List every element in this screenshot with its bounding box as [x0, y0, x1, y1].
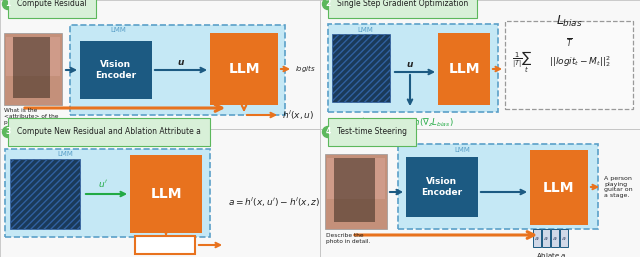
Text: Describe the
photo in detail.: Describe the photo in detail. [326, 233, 371, 244]
Circle shape [3, 126, 13, 137]
Text: Single Step Gradient Optimization: Single Step Gradient Optimization [337, 0, 468, 8]
Bar [320, 129, 640, 257]
Text: $L_{bias}$: $L_{bias}$ [556, 14, 582, 29]
Text: $u' = u + \epsilon \cdot sign(\nabla_z L_{bias})$: $u' = u + \epsilon \cdot sign(\nabla_z L… [356, 116, 454, 129]
Text: LLM: LLM [448, 62, 480, 76]
Text: $a = h^l(x, u') - h^l(x, z)$: $a = h^l(x, u') - h^l(x, z)$ [228, 195, 321, 209]
Text: Ablate $a$: Ablate $a$ [536, 251, 566, 257]
Circle shape [323, 126, 333, 137]
Bar [328, 24, 498, 112]
Text: LMM: LMM [357, 27, 373, 33]
Bar [334, 158, 374, 222]
Text: $h^l(x, u)$: $h^l(x, u)$ [282, 108, 314, 122]
Bar [130, 155, 202, 233]
Circle shape [323, 0, 333, 10]
Text: $\frac{1}{|T|}\sum_{t}$: $\frac{1}{|T|}\sum_{t}$ [512, 49, 533, 75]
Bar [4, 33, 62, 105]
Text: LLM: LLM [228, 62, 260, 76]
Text: $\boldsymbol{u}$: $\boldsymbol{u}$ [177, 58, 185, 67]
Bar [406, 157, 478, 217]
Bar [10, 159, 80, 229]
Bar [13, 36, 51, 98]
Text: 2: 2 [325, 0, 331, 8]
Bar [0, 129, 320, 257]
Text: LMM: LMM [110, 27, 126, 33]
Text: 4: 4 [325, 127, 331, 136]
Text: Vision
Encoder: Vision Encoder [421, 177, 463, 197]
Text: What is the
<attribute> of the
person in the photo?: What is the <attribute> of the person in… [4, 108, 65, 125]
Bar [70, 25, 285, 115]
Bar [505, 21, 633, 109]
Bar [80, 41, 152, 99]
Text: Test-time Steering: Test-time Steering [337, 127, 407, 136]
Text: a: a [544, 235, 548, 241]
Bar [325, 154, 387, 229]
Text: A person
playing
guitar on
a stage.: A person playing guitar on a stage. [604, 176, 632, 198]
Text: Compute New Residual and Ablation Attribute a: Compute New Residual and Ablation Attrib… [17, 127, 201, 136]
Text: LMM: LMM [454, 147, 470, 153]
Text: $||logit_t - M_t||_2^2$: $||logit_t - M_t||_2^2$ [549, 54, 611, 69]
Bar [533, 229, 541, 247]
Bar [438, 33, 490, 105]
Text: $\boldsymbol{u}$: $\boldsymbol{u}$ [406, 60, 414, 69]
Circle shape [3, 0, 13, 10]
Text: LLM: LLM [543, 181, 575, 195]
Text: LLM: LLM [150, 187, 182, 201]
Bar [398, 144, 598, 229]
Text: $\overline{T}$: $\overline{T}$ [566, 37, 573, 49]
Text: $u'$: $u'$ [98, 178, 108, 189]
Bar [530, 150, 588, 225]
Text: Compute Residual: Compute Residual [17, 0, 87, 8]
Bar [5, 149, 210, 237]
Text: 1: 1 [5, 0, 11, 8]
Bar [6, 36, 60, 76]
Bar [551, 229, 559, 247]
Bar [210, 33, 278, 105]
Bar [320, 0, 640, 129]
Bar [542, 229, 550, 247]
Text: a: a [535, 235, 539, 241]
Text: 3: 3 [5, 127, 11, 136]
Bar [0, 0, 320, 129]
Bar [135, 236, 195, 254]
Text: a: a [553, 235, 557, 241]
Text: $logits$: $logits$ [295, 63, 316, 75]
Text: LMM: LMM [57, 151, 73, 157]
Bar [332, 34, 390, 102]
Bar [560, 229, 568, 247]
Bar [327, 158, 385, 199]
Text: a: a [562, 235, 566, 241]
Text: Vision
Encoder: Vision Encoder [95, 60, 136, 80]
